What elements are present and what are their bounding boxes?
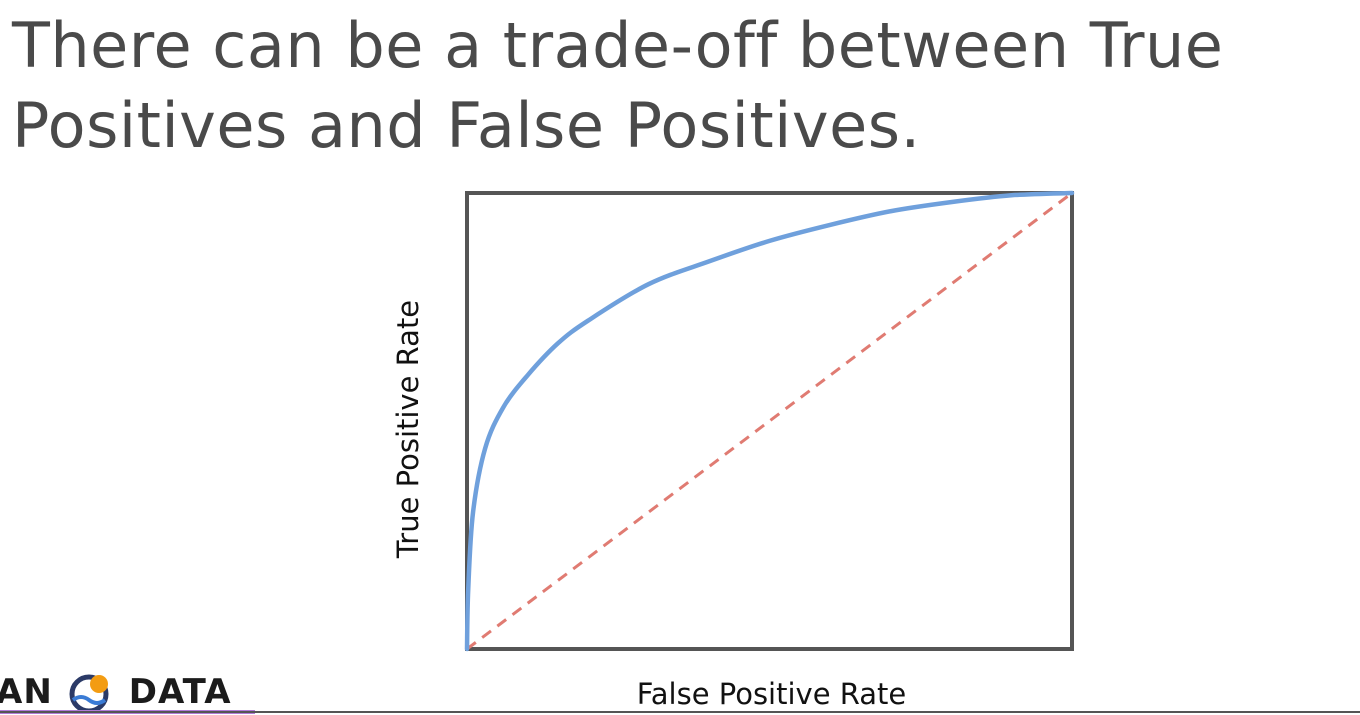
bottom-rule [0,711,1360,713]
sun-over-waves-icon [69,674,109,714]
x-axis-label: False Positive Rate [637,677,907,711]
logo-text-right: DATA [128,672,232,712]
series-layer [464,190,1075,652]
y-axis-label: True Positive Rate [391,300,425,559]
logo-text-left: AN [0,672,53,712]
roc-curve [464,190,1075,652]
slide-title: There can be a trade-off between True Po… [12,9,1224,162]
diagonal-reference-line [466,191,1073,651]
plot-frame [465,191,1074,651]
brand-logo: AN DATA [0,670,232,714]
